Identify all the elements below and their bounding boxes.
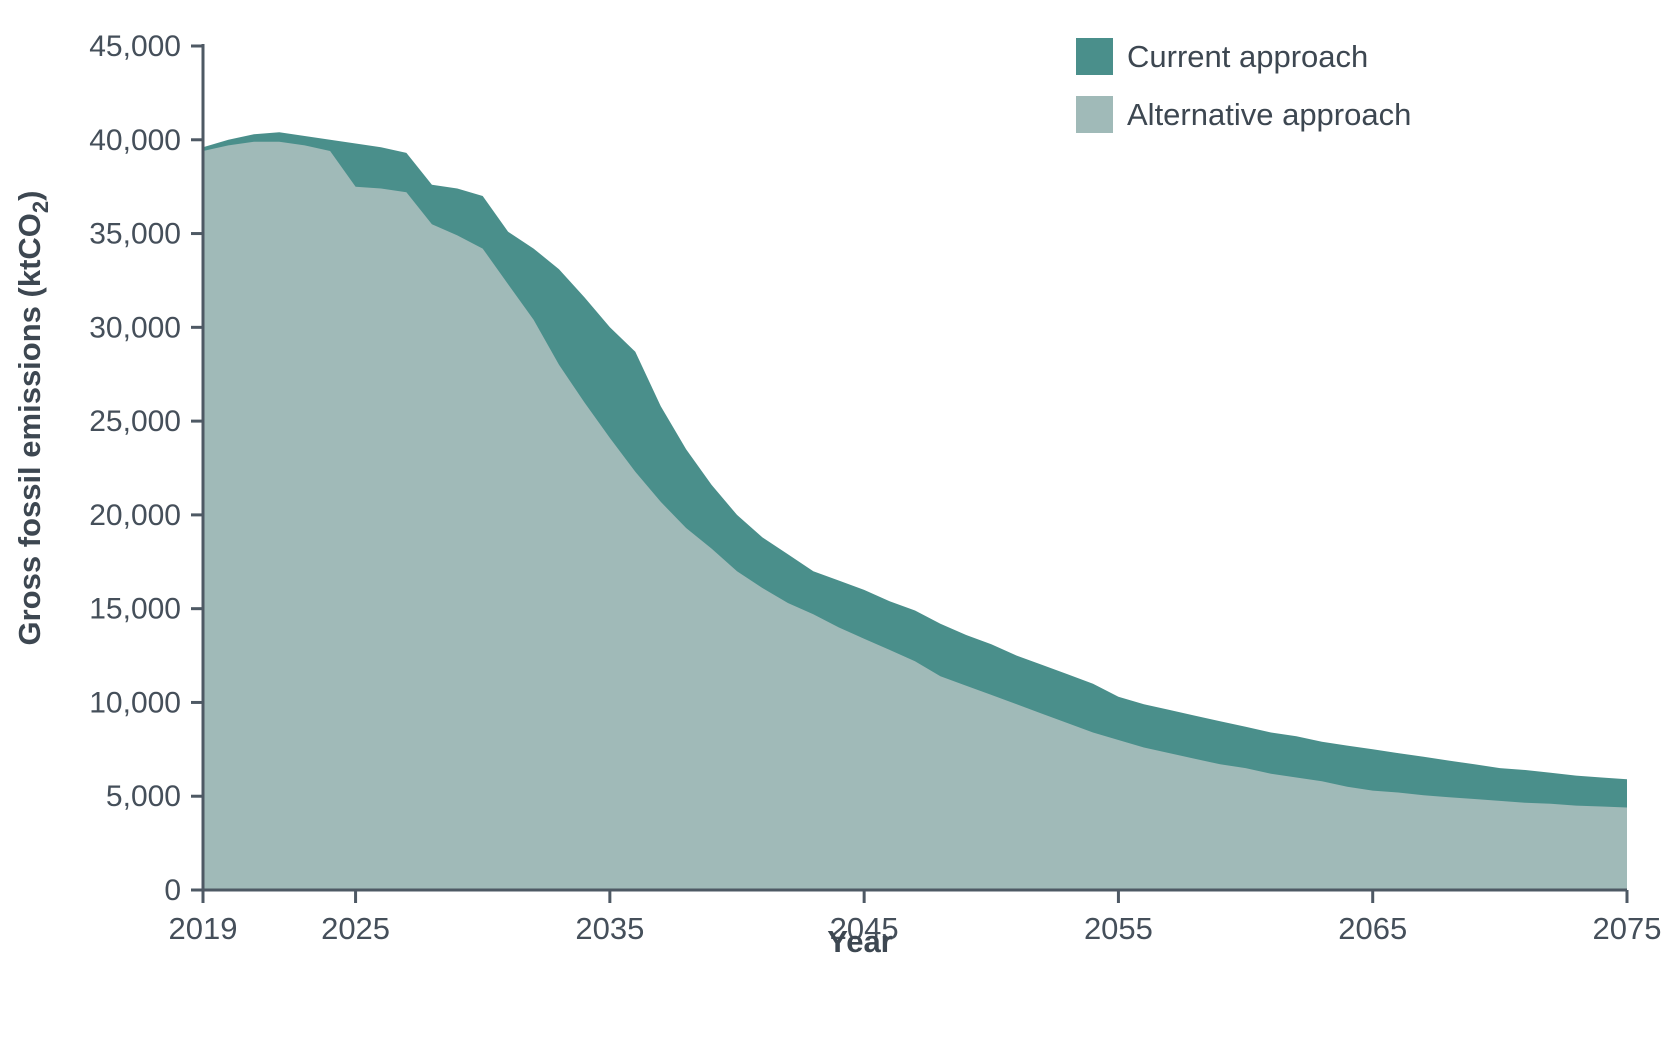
y-tick-label: 15,000 [89, 593, 181, 626]
legend-item-alternative-approach: Alternative approach [1076, 96, 1411, 133]
x-tick-label: 2035 [575, 911, 644, 946]
x-tick-label: 2065 [1338, 911, 1407, 946]
legend-item-current-approach: Current approach [1076, 38, 1411, 75]
y-tick-label: 20,000 [89, 499, 181, 532]
y-tick-label: 45,000 [89, 30, 181, 63]
y-tick-label: 5,000 [106, 780, 181, 813]
y-tick-label: 35,000 [89, 218, 181, 251]
area-alternative-approach [203, 141, 1627, 890]
x-tick-label: 2055 [1084, 911, 1153, 946]
y-tick-label: 0 [164, 874, 181, 907]
y-tick-label: 40,000 [89, 124, 181, 157]
x-tick-label: 2019 [169, 911, 238, 946]
y-axis-title: Gross fossil emissions (ktCO2) [12, 191, 53, 646]
legend-swatch-alternative-approach [1076, 96, 1113, 133]
y-tick-label: 10,000 [89, 686, 181, 719]
legend-label-alternative-approach: Alternative approach [1127, 96, 1412, 132]
x-axis-title: Year [827, 924, 893, 959]
legend-label-current-approach: Current approach [1127, 38, 1369, 74]
y-tick-label: 30,000 [89, 311, 181, 344]
chart-legend: Current approach Alternative approach [1076, 38, 1411, 154]
x-tick-label: 2045 [830, 911, 899, 946]
y-tick-label: 25,000 [89, 405, 181, 438]
legend-swatch-current-approach [1076, 38, 1113, 75]
x-tick-label: 2025 [321, 911, 390, 946]
x-tick-label: 2075 [1593, 911, 1662, 946]
